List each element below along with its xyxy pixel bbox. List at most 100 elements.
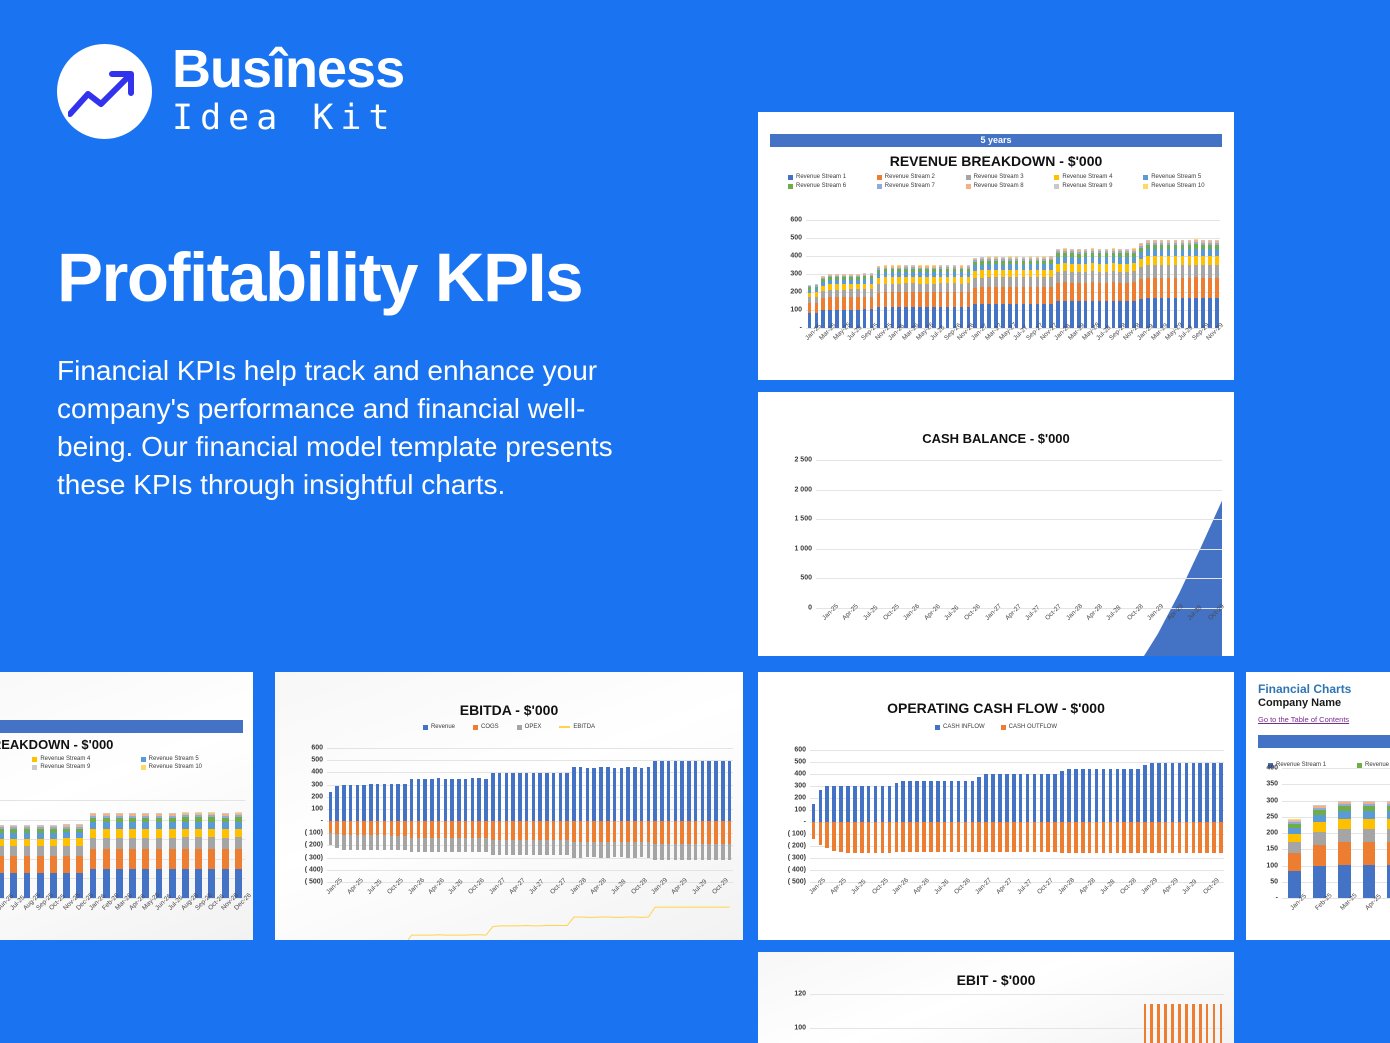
gridline xyxy=(806,220,1220,221)
bar-segment xyxy=(129,817,137,823)
y-axis-tick-label: ( 300) xyxy=(787,854,806,862)
bar-segment xyxy=(1090,250,1095,253)
bar-segment xyxy=(1159,239,1164,241)
bar-segment xyxy=(1063,249,1067,251)
bar-segment xyxy=(1139,299,1143,328)
bar-segment xyxy=(0,828,5,833)
bar-segment xyxy=(938,265,943,267)
legend-item: CASH OUTFLOW xyxy=(1000,724,1057,730)
bar-column xyxy=(415,748,422,882)
bar-column xyxy=(408,748,415,882)
bar-segment xyxy=(572,821,576,843)
bar-segment xyxy=(890,265,895,267)
x-axis-slot: Jan-29 xyxy=(1141,603,1165,622)
bar-segment xyxy=(1070,249,1074,252)
bar-segment xyxy=(396,783,400,822)
bar-segment xyxy=(551,772,556,822)
x-axis-slot xyxy=(1135,882,1142,883)
x-axis-slot: May-26 xyxy=(915,321,935,341)
bar-segment xyxy=(1152,256,1157,266)
bar-column xyxy=(921,750,928,882)
legend-swatch-icon xyxy=(516,724,522,730)
bar-segment xyxy=(76,872,84,898)
legend-swatch-icon xyxy=(32,764,38,770)
x-axis-slot: Sep-29 xyxy=(1191,322,1211,342)
bar-segment xyxy=(925,265,929,267)
x-axis-slot: Apr-27 xyxy=(999,603,1023,622)
bar-segment xyxy=(1077,263,1081,272)
bar-segment xyxy=(1049,276,1053,287)
gridline xyxy=(327,748,733,749)
bar-segment xyxy=(856,297,860,310)
bar-segment xyxy=(1097,300,1102,328)
bar-segment xyxy=(994,270,998,278)
x-axis-slot: Jul-28 xyxy=(1100,604,1122,621)
gridline xyxy=(327,821,733,823)
bar-segment xyxy=(1173,244,1178,250)
bar-segment xyxy=(403,783,407,822)
y-axis-tick-label: 400 xyxy=(794,770,806,778)
x-axis-slot: Nov-26 xyxy=(218,892,240,912)
bar-segment xyxy=(1007,258,1012,261)
chart-panel-revenue-breakdown-24m[interactable]: 24 months REVENUE BREAKDOWN - $'000 Reve… xyxy=(0,672,253,940)
chart-panel-financial-charts-side[interactable]: Financial Charts Company Name Go to the … xyxy=(1246,672,1390,940)
gridline xyxy=(816,578,1222,580)
x-axis-slot: Jul-26 xyxy=(447,878,464,895)
bar-column xyxy=(1031,994,1038,1043)
bar-segment xyxy=(1097,251,1102,254)
chart-panel-operating-cash-flow[interactable]: OPERATING CASH FLOW - $'000 CASH INFLOW C… xyxy=(758,672,1234,940)
bar-segment xyxy=(23,838,31,846)
bar-segment xyxy=(890,306,895,328)
x-axis-slot: Jun-25 xyxy=(0,893,15,912)
bar-segment xyxy=(1021,264,1026,271)
legend-label: COGS xyxy=(481,724,499,730)
bar-segment xyxy=(862,273,867,274)
chart-panel-cash-balance[interactable]: CASH BALANCE - $'000 2 500 2 000 1 500 1 00… xyxy=(758,392,1234,656)
x-axis-slot xyxy=(992,328,999,329)
y-axis-tick-label: 120 xyxy=(794,990,806,998)
bar-segment xyxy=(653,844,657,861)
bar-segment xyxy=(389,783,394,822)
bar-segment xyxy=(1014,260,1019,265)
bar-segment xyxy=(904,268,908,272)
table-of-contents-link[interactable]: Go to the Table of Contents xyxy=(1258,715,1350,724)
bar-segment xyxy=(646,767,651,822)
bar-segment xyxy=(234,821,242,829)
gridline xyxy=(810,810,1224,811)
bar-segment xyxy=(1025,774,1030,822)
bar-segment xyxy=(585,767,590,822)
bar-column xyxy=(1117,220,1124,328)
x-axis-slot: Jan-26 xyxy=(897,603,921,622)
bar-segment xyxy=(1129,822,1133,853)
bar-column xyxy=(1204,750,1211,882)
plot-area-operating-cash-flow: 600 500 400 300 200 100-( 100)( 200)( 300)( 4… xyxy=(788,747,1224,896)
chart-panel-ebit[interactable]: EBIT - $'000 12010080 xyxy=(758,952,1234,1043)
bar-segment xyxy=(1001,261,1005,265)
x-axis-slot xyxy=(1086,882,1093,883)
stacked-bar xyxy=(1118,248,1123,328)
x-axis-slot: Oct-29 xyxy=(1202,603,1226,622)
bar-segment xyxy=(558,772,563,822)
stacked-bar xyxy=(1152,239,1157,328)
y-axis-tick-label: 300 xyxy=(311,781,323,789)
bar-segment xyxy=(959,277,964,284)
bar-segment xyxy=(1166,265,1171,278)
bar-segment xyxy=(1035,303,1040,328)
bar-segment xyxy=(89,817,97,823)
bar-segment xyxy=(839,785,843,822)
bar-segment xyxy=(673,844,678,861)
gridline xyxy=(327,760,733,762)
bar-segment xyxy=(1063,250,1067,253)
bar-segment xyxy=(221,849,229,870)
bar-segment xyxy=(890,292,895,307)
chart-panel-revenue-breakdown-5y[interactable]: 5 years REVENUE BREAKDOWN - $'000 Revenu… xyxy=(758,112,1234,380)
chart-panel-ebitda[interactable]: EBITDA - $'000 Revenue COGS OPEX EBITDA 600… xyxy=(275,672,743,940)
bar-segment xyxy=(828,274,832,275)
bar-segment xyxy=(918,292,922,307)
bar-segment xyxy=(129,815,137,818)
bar-segment xyxy=(558,839,563,856)
bar-segment xyxy=(1104,249,1109,252)
bar-segment xyxy=(707,761,711,822)
legend-label: EBITDA xyxy=(573,724,596,730)
bar-segment xyxy=(918,306,922,328)
